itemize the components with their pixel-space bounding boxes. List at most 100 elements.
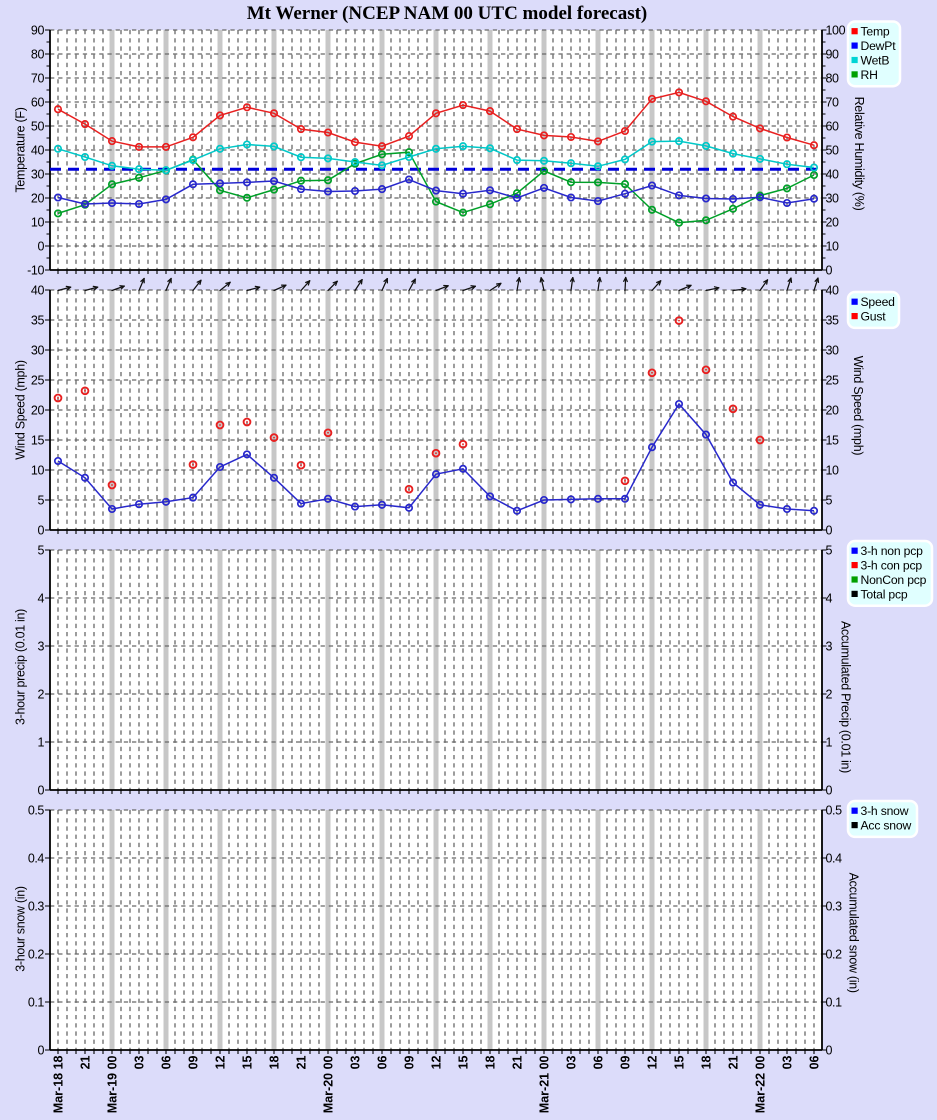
svg-text:0.3: 0.3	[826, 899, 843, 913]
svg-text:0: 0	[826, 263, 833, 277]
svg-text:35: 35	[826, 313, 840, 327]
svg-text:3: 3	[826, 639, 833, 653]
svg-text:12: 12	[646, 1055, 660, 1069]
svg-text:Wind Speed (mph): Wind Speed (mph)	[851, 356, 865, 456]
svg-text:25: 25	[826, 373, 840, 387]
svg-text:21: 21	[79, 1055, 93, 1069]
svg-text:Mar-19 00: Mar-19 00	[106, 1055, 120, 1113]
svg-text:0: 0	[37, 1043, 44, 1057]
svg-text:1: 1	[826, 735, 833, 749]
svg-text:12: 12	[214, 1055, 228, 1069]
svg-text:Temperature (F): Temperature (F)	[14, 107, 28, 192]
svg-text:RH: RH	[861, 68, 878, 82]
svg-text:30: 30	[826, 343, 840, 357]
svg-text:2: 2	[826, 687, 833, 701]
svg-text:18: 18	[700, 1055, 714, 1069]
svg-text:0.5: 0.5	[826, 803, 843, 817]
svg-text:0.5: 0.5	[28, 803, 45, 817]
svg-text:10: 10	[826, 463, 840, 477]
svg-text:03: 03	[565, 1055, 579, 1069]
svg-text:06: 06	[808, 1055, 822, 1069]
svg-text:4: 4	[37, 591, 44, 605]
svg-text:0: 0	[826, 783, 833, 797]
svg-text:0.2: 0.2	[28, 947, 45, 961]
svg-text:DewPt: DewPt	[861, 39, 897, 53]
svg-text:03: 03	[781, 1055, 795, 1069]
svg-text:18: 18	[484, 1055, 498, 1069]
svg-text:09: 09	[403, 1055, 417, 1069]
svg-text:100: 100	[826, 23, 846, 37]
svg-text:30: 30	[826, 191, 840, 205]
svg-text:5: 5	[826, 493, 833, 507]
svg-text:15: 15	[673, 1055, 687, 1069]
svg-text:5: 5	[37, 543, 44, 557]
svg-text:25: 25	[31, 373, 45, 387]
svg-text:06: 06	[160, 1055, 174, 1069]
svg-text:3-hour snow (in): 3-hour snow (in)	[14, 886, 28, 972]
svg-text:15: 15	[457, 1055, 471, 1069]
svg-text:NonCon pcp: NonCon pcp	[861, 573, 927, 587]
svg-text:15: 15	[826, 433, 840, 447]
svg-text:0.2: 0.2	[826, 947, 843, 961]
svg-text:10: 10	[826, 239, 840, 253]
svg-text:90: 90	[31, 23, 45, 37]
svg-text:80: 80	[826, 71, 840, 85]
svg-text:03: 03	[349, 1055, 363, 1069]
svg-text:3-hour precip (0.01 in): 3-hour precip (0.01 in)	[14, 609, 28, 725]
svg-text:Accumulated snow (in): Accumulated snow (in)	[847, 873, 861, 993]
svg-text:5: 5	[37, 493, 44, 507]
svg-text:40: 40	[826, 283, 840, 297]
svg-text:03: 03	[133, 1055, 147, 1069]
svg-text:50: 50	[31, 119, 45, 133]
svg-text:WetB: WetB	[861, 53, 890, 67]
svg-text:40: 40	[826, 167, 840, 181]
svg-text:Speed: Speed	[861, 295, 895, 309]
svg-text:21: 21	[511, 1055, 525, 1069]
svg-text:0.1: 0.1	[28, 995, 45, 1009]
svg-text:3-h con pcp: 3-h con pcp	[861, 559, 923, 573]
svg-text:0: 0	[37, 523, 44, 537]
svg-text:20: 20	[31, 191, 45, 205]
svg-text:0.3: 0.3	[28, 899, 45, 913]
svg-text:Total pcp: Total pcp	[861, 587, 908, 601]
svg-text:70: 70	[826, 95, 840, 109]
svg-text:1: 1	[37, 735, 44, 749]
svg-text:Mar-21 00: Mar-21 00	[538, 1055, 552, 1113]
svg-text:0: 0	[826, 523, 833, 537]
svg-text:60: 60	[31, 95, 45, 109]
svg-text:09: 09	[619, 1055, 633, 1069]
svg-text:35: 35	[31, 313, 45, 327]
svg-text:70: 70	[31, 71, 45, 85]
svg-text:21: 21	[727, 1055, 741, 1069]
svg-text:30: 30	[31, 343, 45, 357]
svg-text:Acc snow: Acc snow	[861, 819, 912, 833]
svg-text:2: 2	[37, 687, 44, 701]
svg-text:0.1: 0.1	[826, 995, 843, 1009]
svg-text:Mar-20 00: Mar-20 00	[322, 1055, 336, 1113]
svg-text:90: 90	[826, 47, 840, 61]
svg-text:30: 30	[31, 167, 45, 181]
svg-text:Mt Werner (NCEP NAM 00 UTC mod: Mt Werner (NCEP NAM 00 UTC model forecas…	[247, 3, 648, 24]
svg-text:3: 3	[37, 639, 44, 653]
svg-text:21: 21	[295, 1055, 309, 1069]
svg-text:Temp: Temp	[861, 25, 890, 39]
svg-text:0.4: 0.4	[28, 851, 45, 865]
svg-text:Wind Speed (mph): Wind Speed (mph)	[14, 360, 28, 460]
svg-text:10: 10	[31, 463, 45, 477]
svg-text:60: 60	[826, 119, 840, 133]
svg-text:10: 10	[31, 215, 45, 229]
svg-text:09: 09	[187, 1055, 201, 1069]
svg-text:-10: -10	[27, 263, 44, 277]
svg-text:Gust: Gust	[861, 310, 887, 324]
svg-text:12: 12	[430, 1055, 444, 1069]
svg-text:3-h snow: 3-h snow	[861, 804, 909, 818]
svg-text:15: 15	[241, 1055, 255, 1069]
svg-text:0: 0	[826, 1043, 833, 1057]
svg-text:06: 06	[592, 1055, 606, 1069]
svg-text:Accumulated Precip (0.01 in): Accumulated Precip (0.01 in)	[838, 621, 852, 773]
svg-text:15: 15	[31, 433, 45, 447]
svg-text:Mar-18 18: Mar-18 18	[52, 1055, 66, 1113]
svg-text:40: 40	[31, 143, 45, 157]
svg-text:20: 20	[826, 403, 840, 417]
svg-text:0.4: 0.4	[826, 851, 843, 865]
